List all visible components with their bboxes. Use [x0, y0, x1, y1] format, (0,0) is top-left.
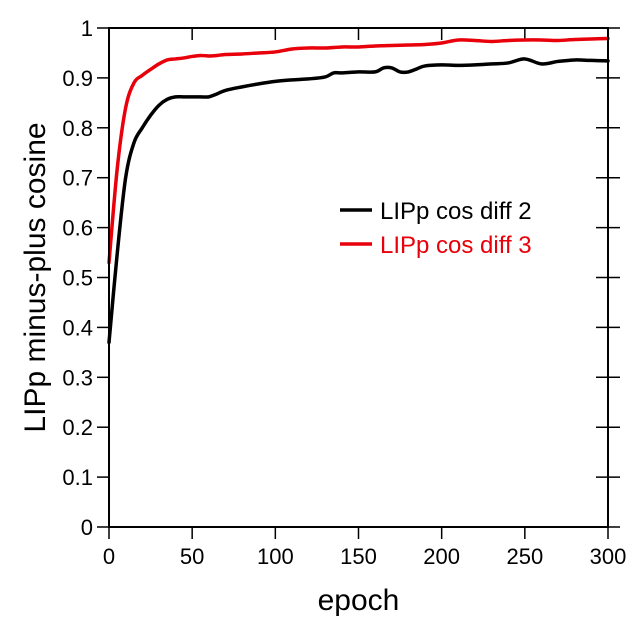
y-tick-label: 0.5: [62, 266, 93, 291]
y-tick-label: 0.2: [62, 415, 93, 440]
series-lines: [107, 36, 610, 345]
y-tick-label: 0.7: [62, 166, 93, 191]
x-tick-label: 250: [506, 544, 543, 569]
series-line-1: [107, 57, 610, 345]
legend-label: LIPp cos diff 2: [380, 198, 532, 225]
x-tick-label: 50: [180, 544, 204, 569]
y-tick-label: 0.1: [62, 465, 93, 490]
x-axis-label: epoch: [318, 584, 400, 617]
y-axis-label: LIPp minus-plus cosine: [19, 122, 52, 432]
x-tick-label: 100: [257, 544, 294, 569]
x-tick-label: 0: [103, 544, 115, 569]
x-tick-label: 150: [340, 544, 377, 569]
y-tick-label: 1: [81, 16, 93, 41]
y-tick-label: 0.6: [62, 216, 93, 241]
y-tick-label: 0.9: [62, 66, 93, 91]
y-tick-label: 0.4: [62, 315, 93, 340]
y-tick-label: 0.8: [62, 116, 93, 141]
series-line-2: [107, 36, 610, 265]
x-tick-label: 200: [423, 544, 460, 569]
plot-frame: [108, 27, 609, 528]
axis-ticks: 0 50 100 150 200 250 300 0 0.1 0.2 0.3 0.4 0.5 0.6 0.7…: [62, 16, 626, 569]
y-tick-label: 0.3: [62, 365, 93, 390]
x-tick-label: 300: [590, 544, 627, 569]
y-tick-label: 0: [81, 515, 93, 540]
legend-label: LIPp cos diff 3: [380, 232, 532, 259]
legend: LIPp cos diff 2 LIPp cos diff 3: [340, 198, 532, 259]
